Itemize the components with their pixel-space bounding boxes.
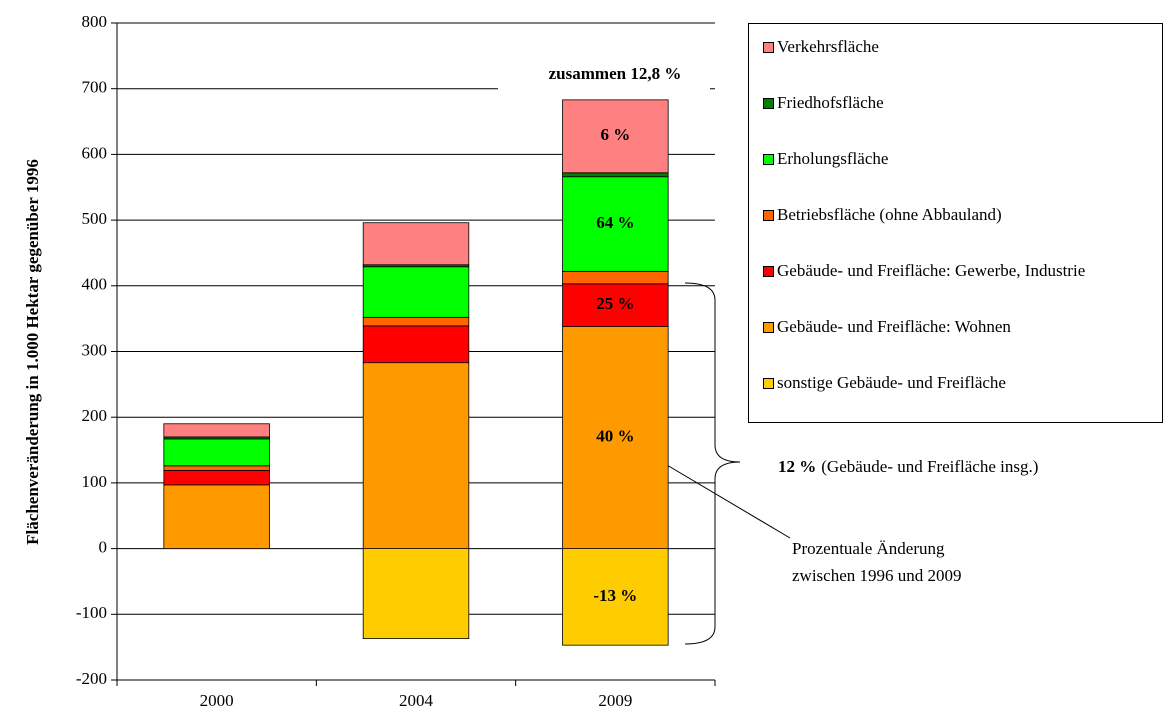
bar-segment xyxy=(562,270,669,285)
legend-label: Gebäude- und Freifläche: Wohnen xyxy=(777,317,1011,336)
bar-segment xyxy=(562,283,669,327)
y-tick-label: 800 xyxy=(82,12,108,31)
legend-label: Friedhofsfläche xyxy=(777,93,884,112)
legend-entry: Erholungsfläche xyxy=(763,146,1133,172)
y-tick-label: 600 xyxy=(82,143,108,162)
legend-label: Betriebsfläche (ohne Abbauland) xyxy=(777,205,1002,224)
bar-segment xyxy=(362,548,470,640)
change-label: 25 % xyxy=(596,294,634,313)
bar-segment xyxy=(362,266,470,318)
y-tick-label: 500 xyxy=(82,209,108,228)
y-tick-label: 200 xyxy=(82,406,108,425)
legend-label: Verkehrsfläche xyxy=(777,37,879,56)
bar-segment xyxy=(562,99,669,174)
bar-segment xyxy=(362,362,470,550)
bar-segment xyxy=(562,176,669,272)
y-axis-label: Flächenveränderung in 1.000 Hektar gegen… xyxy=(23,159,42,545)
y-tick-label: -100 xyxy=(76,603,107,622)
y-tick-label: -200 xyxy=(76,669,107,688)
legend-swatch xyxy=(763,210,774,221)
note-line: zwischen 1996 und 2009 xyxy=(792,566,962,585)
brace xyxy=(684,282,741,645)
total-annotation: zusammen 12,8 % xyxy=(549,64,682,83)
legend-swatch xyxy=(763,378,774,389)
bar-segment xyxy=(163,470,270,486)
legend-entry: Gebäude- und Freifläche: Gewerbe, Indust… xyxy=(763,258,1133,284)
note-line: Prozentuale Änderung xyxy=(792,539,945,558)
y-tick-label: 300 xyxy=(82,340,108,359)
legend-entry: Betriebsfläche (ohne Abbauland) xyxy=(763,202,1133,228)
change-label: -13 % xyxy=(593,586,637,605)
bar-segment xyxy=(562,172,669,178)
x-tick-label: 2004 xyxy=(399,691,434,710)
bar-segment xyxy=(163,438,270,467)
legend-swatch xyxy=(763,42,774,53)
legend-entry: Verkehrsfläche xyxy=(763,34,1133,60)
change-label: 40 % xyxy=(596,426,634,445)
bar-segment xyxy=(163,465,270,471)
bar-segment xyxy=(362,316,470,327)
legend-label: Gebäude- und Freifläche: Gewerbe, Indust… xyxy=(777,261,1086,280)
legend-label: Erholungsfläche xyxy=(777,149,889,168)
y-tick-label: 700 xyxy=(82,78,108,97)
bar-segment xyxy=(163,484,270,550)
legend-entry: Friedhofsfläche xyxy=(763,90,1133,116)
y-tick-label: 400 xyxy=(82,275,108,294)
brace-annotation: 12 % (Gebäude- und Freifläche insg.) xyxy=(778,457,1038,476)
legend-entry: sonstige Gebäude- und Freifläche xyxy=(763,370,1133,396)
legend-swatch xyxy=(763,266,774,277)
x-tick-label: 2000 xyxy=(200,691,234,710)
change-label: 6 % xyxy=(600,125,630,144)
pointer-line xyxy=(644,451,791,539)
x-tick-label: 2009 xyxy=(598,691,632,710)
brace-annotation-text: (Gebäude- und Freifläche insg.) xyxy=(821,457,1038,476)
bar-segment xyxy=(562,326,669,549)
change-label: 64 % xyxy=(596,213,634,232)
y-tick-label: 0 xyxy=(99,538,108,557)
bar-segment xyxy=(163,423,270,438)
legend-entry: Gebäude- und Freifläche: Wohnen xyxy=(763,314,1133,340)
bar-segment xyxy=(362,222,470,266)
bar-segment xyxy=(562,548,669,646)
legend-swatch xyxy=(763,154,774,165)
legend: Verkehrsfläche Friedhofsfläche Erholungsfl… xyxy=(748,23,1163,423)
legend-label: sonstige Gebäude- und Freifläche xyxy=(777,373,1006,392)
bar-segment xyxy=(362,325,470,364)
brace-annotation-bold: 12 % xyxy=(778,457,816,476)
legend-swatch xyxy=(763,98,774,109)
annotation-bg xyxy=(498,62,710,94)
y-tick-label: 100 xyxy=(82,472,108,491)
legend-swatch xyxy=(763,322,774,333)
